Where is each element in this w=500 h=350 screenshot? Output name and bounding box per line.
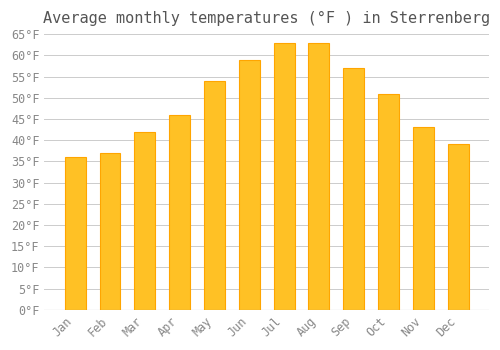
Bar [413,127,434,310]
Bar [448,145,468,310]
Bar [100,153,120,310]
Bar [308,43,330,310]
Title: Average monthly temperatures (°F ) in Sterrenberg: Average monthly temperatures (°F ) in St… [43,11,490,26]
Bar [239,60,260,310]
Bar [378,93,399,310]
Bar [134,132,155,310]
Bar [204,81,225,310]
Bar [64,157,86,310]
Bar [169,115,190,310]
Bar [344,68,364,310]
Bar [274,43,294,310]
